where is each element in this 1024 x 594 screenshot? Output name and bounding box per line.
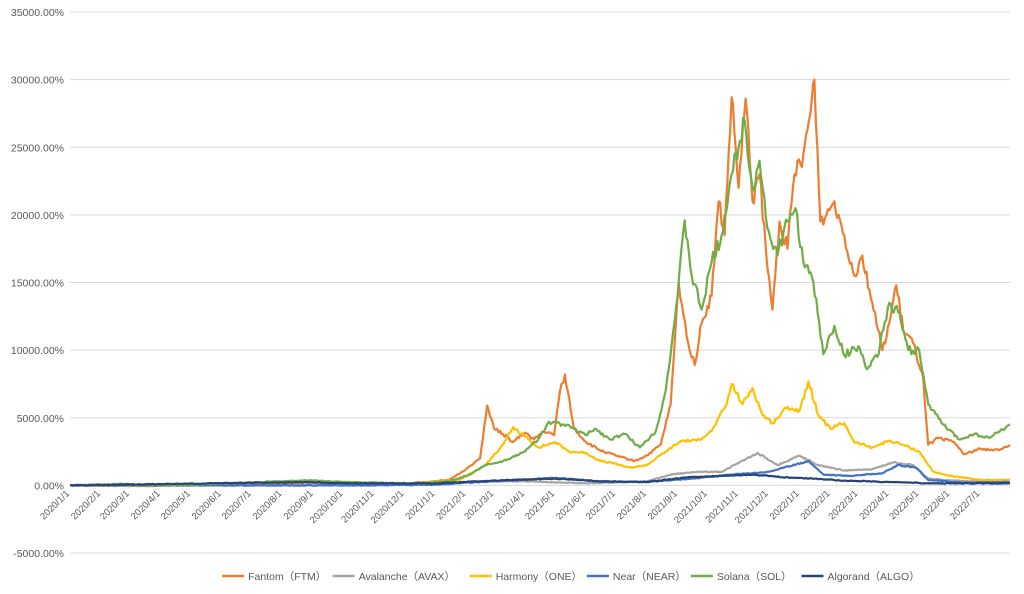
x-tick-label: 2020/5/1 bbox=[159, 488, 193, 522]
x-tick-label: 2022/4/1 bbox=[857, 488, 891, 522]
x-tick-label: 2020/12/1 bbox=[369, 488, 407, 526]
y-tick-label: 5000.00% bbox=[17, 413, 64, 425]
x-axis-tick-labels: 2020/1/12020/2/12020/3/12020/4/12020/5/1… bbox=[38, 488, 982, 526]
legend-label: Solana（SOL） bbox=[717, 571, 792, 583]
legend: Fantom（FTM） Avalanche（AVAX） Harmony（ONE） Ne… bbox=[222, 571, 920, 583]
x-tick-label: 2020/4/1 bbox=[129, 488, 163, 522]
x-tick-label: 2022/7/1 bbox=[948, 488, 982, 522]
y-tick-label: 0.00% bbox=[34, 480, 64, 492]
legend-label: Avalanche（AVAX） bbox=[359, 571, 455, 583]
x-tick-label: 2022/2/1 bbox=[799, 488, 833, 522]
x-tick-label: 2021/2/1 bbox=[434, 488, 468, 522]
x-tick-label: 2020/6/1 bbox=[190, 488, 224, 522]
x-tick-label: 2021/1/1 bbox=[403, 488, 437, 522]
x-tick-label: 2022/1/1 bbox=[768, 488, 802, 522]
y-tick-label: 15000.00% bbox=[11, 278, 64, 290]
x-tick-label: 2021/8/1 bbox=[615, 488, 649, 522]
y-tick-label: 35000.00% bbox=[11, 7, 64, 19]
y-axis-tick-labels: 35000.00% 30000.00% 25000.00% 20000.00% 1500… bbox=[11, 7, 64, 560]
x-tick-label: 2020/7/1 bbox=[220, 488, 254, 522]
legend-label: Fantom（FTM） bbox=[248, 571, 326, 583]
x-tick-label: 2021/3/1 bbox=[462, 488, 496, 522]
series-line bbox=[69, 473, 1011, 487]
legend-label: Near（NEAR） bbox=[613, 571, 686, 583]
x-tick-label: 2021/7/1 bbox=[584, 488, 618, 522]
legend-label: Harmony（ONE） bbox=[496, 571, 582, 583]
y-tick-label: 30000.00% bbox=[11, 75, 64, 87]
x-tick-label: 2021/4/1 bbox=[493, 488, 527, 522]
x-tick-label: 2020/3/1 bbox=[98, 488, 132, 522]
x-tick-label: 2022/3/1 bbox=[827, 488, 861, 522]
x-tick-label: 2020/8/1 bbox=[251, 488, 285, 522]
y-tick-label: 25000.00% bbox=[11, 142, 64, 154]
y-tick-label: 20000.00% bbox=[11, 210, 64, 222]
x-tick-label: 2021/10/1 bbox=[672, 488, 710, 526]
y-tick-label: -5000.00% bbox=[13, 548, 64, 560]
gridlines bbox=[70, 11, 1010, 554]
x-tick-label: 2020/10/1 bbox=[308, 488, 346, 526]
x-tick-label: 2021/6/1 bbox=[554, 488, 588, 522]
x-tick-label: 2021/5/1 bbox=[523, 488, 557, 522]
x-tick-label: 2020/1/1 bbox=[38, 488, 72, 522]
y-tick-label: 10000.00% bbox=[11, 345, 64, 357]
x-tick-label: 2022/5/1 bbox=[887, 488, 921, 522]
x-tick-label: 2020/2/1 bbox=[69, 488, 103, 522]
x-tick-label: 2022/6/1 bbox=[918, 488, 952, 522]
x-tick-label: 2021/12/1 bbox=[733, 488, 771, 526]
series-lines bbox=[69, 78, 1011, 488]
legend-label: Algorand（ALGO） bbox=[828, 571, 920, 583]
series-line bbox=[69, 116, 1011, 487]
